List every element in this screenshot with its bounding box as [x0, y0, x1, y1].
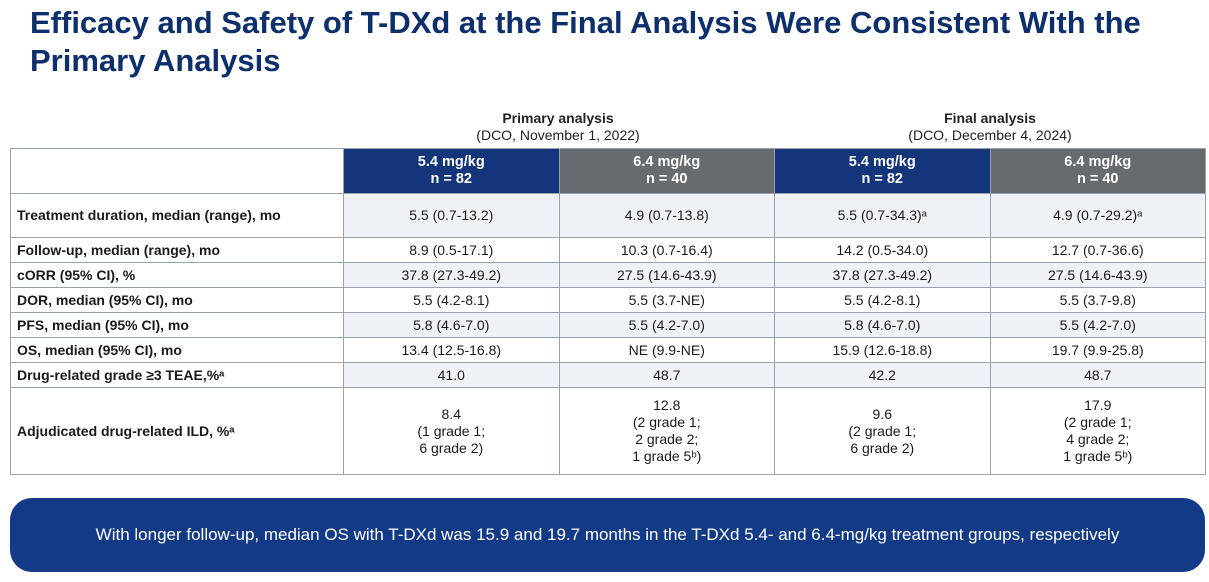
row-label: DOR, median (95% CI), mo [10, 287, 344, 313]
table-cell: 5.8 (4.6-7.0) [774, 312, 991, 338]
row-label: Treatment duration, median (range), mo [10, 193, 344, 238]
table-cell: 5.5 (3.7-9.8) [989, 287, 1206, 313]
table-cell: 17.9 (2 grade 1; 4 grade 2; 1 grade 5ᵇ) [989, 387, 1206, 475]
table-row: Treatment duration, median (range), mo 5… [10, 193, 1206, 238]
table-cell: NE (9.9-NE) [558, 337, 775, 363]
table-cell: 5.5 (4.2-7.0) [989, 312, 1206, 338]
group-name: Final analysis [944, 110, 1036, 126]
table-cell: 37.8 (27.3-49.2) [774, 262, 991, 288]
table-cell: 5.5 (4.2-8.1) [343, 287, 560, 313]
table-cell: 27.5 (14.6-43.9) [558, 262, 775, 288]
dose-value: 6.4 mg/kg [633, 154, 701, 170]
final-analysis-header: Final analysis (DCO, December 4, 2024) [775, 110, 1205, 144]
table-cell: 42.2 [774, 362, 991, 388]
dose-value: 5.4 mg/kg [848, 154, 916, 170]
row-label: Drug-related grade ≥3 TEAE,%ᵃ [10, 362, 344, 388]
table-cell: 15.9 (12.6-18.8) [774, 337, 991, 363]
table-cell: 12.7 (0.7-36.6) [989, 237, 1206, 263]
table-cell: 5.8 (4.6-7.0) [343, 312, 560, 338]
table-cell: 5.5 (4.2-7.0) [558, 312, 775, 338]
table-cell: 41.0 [343, 362, 560, 388]
table-row: Follow-up, median (range), mo 8.9 (0.5-1… [10, 237, 1206, 263]
table-row: OS, median (95% CI), mo 13.4 (12.5-16.8)… [10, 337, 1206, 363]
table-row: DOR, median (95% CI), mo 5.5 (4.2-8.1) 5… [10, 287, 1206, 313]
group-name: Primary analysis [502, 110, 614, 126]
sample-size: n = 40 [645, 171, 688, 187]
callout-text: With longer follow-up, median OS with T-… [95, 525, 1120, 544]
table-cell: 13.4 (12.5-16.8) [343, 337, 560, 363]
table-cell: 14.2 (0.5-34.0) [774, 237, 991, 263]
table-row: PFS, median (95% CI), mo 5.8 (4.6-7.0) 5… [10, 312, 1206, 338]
group-dco: (DCO, November 1, 2022) [476, 127, 640, 143]
table-cell: 37.8 (27.3-49.2) [343, 262, 560, 288]
row-label: PFS, median (95% CI), mo [10, 312, 344, 338]
table-cell: 19.7 (9.9-25.8) [989, 337, 1206, 363]
table-cell: 48.7 [989, 362, 1206, 388]
sample-size: n = 82 [430, 171, 472, 187]
row-label: Adjudicated drug-related ILD, %ᵃ [10, 387, 344, 475]
row-label: cORR (95% CI), % [10, 262, 344, 288]
column-header: 6.4 mg/kg n = 40 [558, 148, 775, 194]
table-row: cORR (95% CI), % 37.8 (27.3-49.2) 27.5 (… [10, 262, 1206, 288]
table-cell: 48.7 [558, 362, 775, 388]
dose-value: 6.4 mg/kg [1064, 154, 1132, 170]
column-header: 5.4 mg/kg n = 82 [774, 148, 991, 194]
sample-size: n = 40 [1076, 171, 1119, 187]
dose-label: T-DXd dose [10, 148, 344, 194]
page-title: Efficacy and Safety of T-DXd at the Fina… [30, 5, 1141, 78]
primary-analysis-header: Primary analysis (DCO, November 1, 2022) [343, 110, 773, 144]
sample-size: n = 82 [861, 171, 903, 187]
column-header: 5.4 mg/kg n = 82 [343, 148, 560, 194]
summary-callout: With longer follow-up, median OS with T-… [10, 498, 1205, 572]
table-cell: 10.3 (0.7-16.4) [558, 237, 775, 263]
table-cell: 8.4 (1 grade 1; 6 grade 2) [343, 387, 560, 475]
table-cell: 5.5 (0.7-34.3)ᵃ [774, 193, 991, 238]
dose-value: 5.4 mg/kg [417, 154, 485, 170]
results-table: T-DXd dose 5.4 mg/kg n = 82 6.4 mg/kg n … [10, 148, 1206, 475]
row-label: OS, median (95% CI), mo [10, 337, 344, 363]
table-cell: 4.9 (0.7-29.2)ᵃ [989, 193, 1206, 238]
table-cell: 9.6 (2 grade 1; 6 grade 2) [774, 387, 991, 475]
table-cell: 8.9 (0.5-17.1) [343, 237, 560, 263]
table-cell: 4.9 (0.7-13.8) [558, 193, 775, 238]
dose-header-row: T-DXd dose 5.4 mg/kg n = 82 6.4 mg/kg n … [10, 148, 1206, 194]
table-cell: 12.8 (2 grade 1; 2 grade 2; 1 grade 5ᵇ) [558, 387, 775, 475]
row-label: Follow-up, median (range), mo [10, 237, 344, 263]
column-header: 6.4 mg/kg n = 40 [989, 148, 1206, 194]
table-cell: 5.5 (3.7-NE) [558, 287, 775, 313]
group-dco: (DCO, December 4, 2024) [908, 127, 1072, 143]
table-cell: 5.5 (0.7-13.2) [343, 193, 560, 238]
table-row: Drug-related grade ≥3 TEAE,%ᵃ 41.0 48.7 … [10, 362, 1206, 388]
table-row: Adjudicated drug-related ILD, %ᵃ 8.4 (1 … [10, 387, 1206, 475]
table-cell: 27.5 (14.6-43.9) [989, 262, 1206, 288]
table-cell: 5.5 (4.2-8.1) [774, 287, 991, 313]
